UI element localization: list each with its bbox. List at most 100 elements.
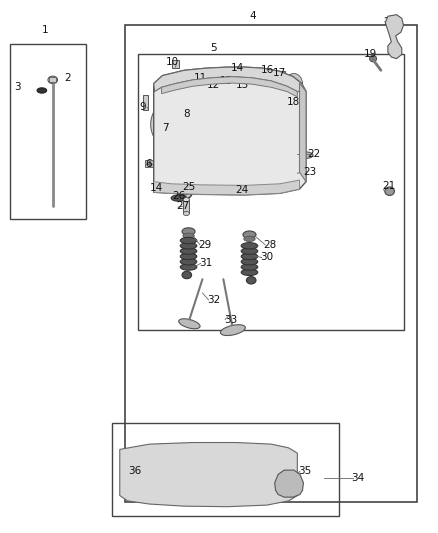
Text: 12: 12 [207, 80, 220, 90]
Ellipse shape [220, 325, 245, 336]
Text: 7: 7 [162, 123, 169, 133]
Circle shape [290, 488, 297, 496]
Ellipse shape [179, 319, 200, 329]
Ellipse shape [241, 243, 258, 249]
Bar [49, 77, 56, 82]
Text: 5: 5 [211, 43, 217, 53]
Circle shape [177, 488, 184, 496]
Circle shape [394, 25, 397, 29]
Ellipse shape [241, 253, 258, 260]
Ellipse shape [244, 90, 253, 98]
Text: 18: 18 [286, 97, 300, 107]
Circle shape [391, 21, 400, 32]
Text: 33: 33 [224, 314, 237, 325]
Bar [150, 160, 153, 167]
Ellipse shape [241, 264, 258, 270]
Ellipse shape [184, 212, 189, 216]
Text: 32: 32 [207, 295, 220, 305]
Ellipse shape [241, 259, 258, 265]
Circle shape [289, 101, 299, 114]
Text: 28: 28 [264, 240, 277, 250]
Text: 13: 13 [220, 76, 233, 86]
Ellipse shape [195, 79, 204, 86]
Ellipse shape [274, 118, 282, 128]
Ellipse shape [241, 269, 258, 276]
Circle shape [285, 74, 303, 95]
Ellipse shape [180, 248, 197, 254]
Circle shape [181, 184, 189, 195]
Text: 25: 25 [182, 182, 195, 192]
Ellipse shape [37, 88, 47, 93]
Ellipse shape [190, 455, 220, 491]
Text: 24: 24 [236, 184, 249, 195]
Circle shape [165, 119, 173, 130]
Ellipse shape [269, 114, 286, 133]
Circle shape [146, 488, 153, 496]
Text: 36: 36 [128, 466, 141, 476]
Ellipse shape [233, 460, 255, 487]
Bar [143, 95, 148, 110]
Ellipse shape [155, 461, 177, 488]
Text: 1: 1 [42, 25, 48, 35]
Text: 35: 35 [299, 466, 312, 476]
Ellipse shape [234, 109, 258, 138]
Circle shape [151, 102, 187, 147]
Text: 17: 17 [273, 69, 286, 78]
Ellipse shape [282, 474, 297, 490]
Ellipse shape [242, 118, 250, 128]
Ellipse shape [180, 253, 197, 260]
Bar [145, 160, 149, 167]
Circle shape [297, 168, 306, 179]
Ellipse shape [180, 243, 197, 249]
Text: 23: 23 [303, 167, 316, 177]
Polygon shape [154, 67, 306, 92]
Ellipse shape [151, 456, 181, 492]
Bar [279, 71, 285, 79]
Text: 14: 14 [231, 63, 244, 73]
Ellipse shape [183, 233, 194, 238]
Circle shape [273, 76, 287, 93]
Ellipse shape [180, 264, 197, 270]
Ellipse shape [247, 277, 256, 284]
Ellipse shape [273, 90, 283, 98]
Bar [184, 200, 189, 214]
Ellipse shape [370, 55, 377, 62]
Ellipse shape [171, 195, 187, 201]
Text: 14: 14 [150, 183, 163, 193]
Bar [172, 60, 179, 68]
Ellipse shape [244, 236, 255, 241]
Bar [290, 128, 297, 137]
Text: 31: 31 [199, 259, 212, 268]
Polygon shape [385, 14, 403, 59]
Bar [125, 25, 417, 503]
Bar [10, 44, 86, 219]
Bar [283, 128, 289, 137]
Text: 11: 11 [194, 72, 207, 83]
Circle shape [128, 488, 135, 496]
Ellipse shape [265, 109, 290, 138]
Polygon shape [154, 67, 306, 195]
Bar [154, 160, 158, 167]
Text: 30: 30 [260, 253, 273, 262]
Text: 16: 16 [261, 66, 274, 75]
Circle shape [177, 180, 193, 199]
Polygon shape [154, 180, 300, 195]
Ellipse shape [180, 237, 197, 244]
Bar [290, 152, 297, 160]
Text: 8: 8 [183, 109, 190, 119]
Text: 2: 2 [64, 72, 71, 83]
Ellipse shape [174, 114, 190, 133]
Ellipse shape [385, 187, 394, 196]
Ellipse shape [211, 118, 219, 128]
Text: 27: 27 [177, 201, 190, 211]
Ellipse shape [295, 152, 313, 159]
Circle shape [254, 488, 261, 496]
Ellipse shape [178, 118, 186, 128]
Text: 19: 19 [364, 50, 377, 59]
Ellipse shape [184, 90, 193, 98]
Bar [138, 54, 404, 330]
Ellipse shape [202, 109, 227, 138]
Text: 4: 4 [250, 11, 256, 21]
Polygon shape [275, 470, 304, 497]
Bar [283, 152, 289, 160]
